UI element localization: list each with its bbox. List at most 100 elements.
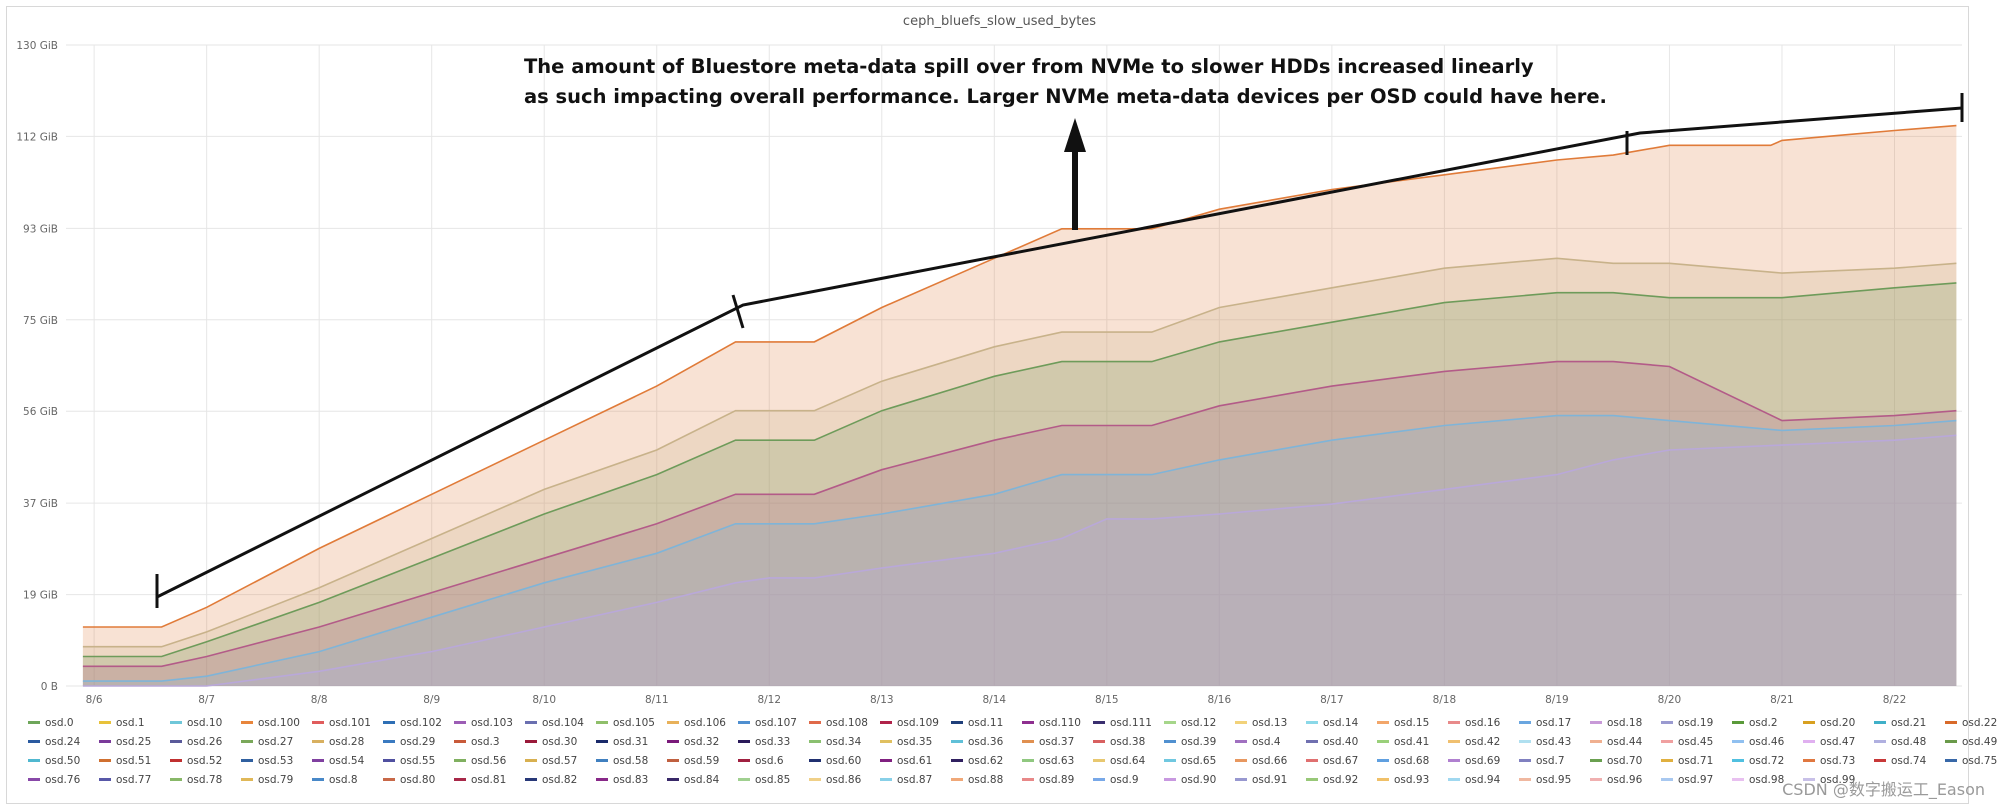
legend-item[interactable]: osd.0: [28, 716, 74, 730]
legend-item[interactable]: osd.15: [1377, 716, 1429, 730]
legend-item[interactable]: osd.77: [99, 773, 151, 787]
legend-item[interactable]: osd.2: [1732, 716, 1778, 730]
legend-item[interactable]: osd.104: [525, 716, 584, 730]
legend-item[interactable]: osd.76: [28, 773, 80, 787]
legend-item[interactable]: osd.96: [1590, 773, 1642, 787]
legend-item[interactable]: osd.49: [1945, 735, 1997, 749]
legend-item[interactable]: osd.63: [1022, 754, 1074, 768]
legend-item[interactable]: osd.48: [1874, 735, 1926, 749]
legend-item[interactable]: osd.86: [809, 773, 861, 787]
legend-item[interactable]: osd.1: [99, 716, 145, 730]
legend-item[interactable]: osd.101: [312, 716, 371, 730]
legend-item[interactable]: osd.45: [1661, 735, 1713, 749]
legend-item[interactable]: osd.75: [1945, 754, 1997, 768]
legend-item[interactable]: osd.8: [312, 773, 358, 787]
legend-item[interactable]: osd.85: [738, 773, 790, 787]
legend-item[interactable]: osd.109: [880, 716, 939, 730]
legend-item[interactable]: osd.12: [1164, 716, 1216, 730]
legend-item[interactable]: osd.59: [667, 754, 719, 768]
legend-item[interactable]: osd.69: [1448, 754, 1500, 768]
legend-item[interactable]: osd.90: [1164, 773, 1216, 787]
legend-item[interactable]: osd.13: [1235, 716, 1287, 730]
legend-item[interactable]: osd.91: [1235, 773, 1287, 787]
legend-item[interactable]: osd.43: [1519, 735, 1571, 749]
legend-item[interactable]: osd.88: [951, 773, 1003, 787]
legend-item[interactable]: osd.19: [1661, 716, 1713, 730]
legend-item[interactable]: osd.56: [454, 754, 506, 768]
legend-item[interactable]: osd.110: [1022, 716, 1081, 730]
legend-item[interactable]: osd.102: [383, 716, 442, 730]
legend-item[interactable]: osd.16: [1448, 716, 1500, 730]
legend-item[interactable]: osd.33: [738, 735, 790, 749]
legend-item[interactable]: osd.64: [1093, 754, 1145, 768]
legend-item[interactable]: osd.26: [170, 735, 222, 749]
legend-item[interactable]: osd.103: [454, 716, 513, 730]
legend-item[interactable]: osd.37: [1022, 735, 1074, 749]
legend-item[interactable]: osd.93: [1377, 773, 1429, 787]
legend-item[interactable]: osd.50: [28, 754, 80, 768]
legend-item[interactable]: osd.3: [454, 735, 500, 749]
legend-item[interactable]: osd.105: [596, 716, 655, 730]
legend-item[interactable]: osd.35: [880, 735, 932, 749]
legend-item[interactable]: osd.32: [667, 735, 719, 749]
legend-item[interactable]: osd.22: [1945, 716, 1997, 730]
legend-item[interactable]: osd.106: [667, 716, 726, 730]
legend-item[interactable]: osd.41: [1377, 735, 1429, 749]
legend-item[interactable]: osd.51: [99, 754, 151, 768]
legend-item[interactable]: osd.46: [1732, 735, 1784, 749]
legend-item[interactable]: osd.81: [454, 773, 506, 787]
legend-item[interactable]: osd.58: [596, 754, 648, 768]
legend-item[interactable]: osd.36: [951, 735, 1003, 749]
legend-item[interactable]: osd.73: [1803, 754, 1855, 768]
legend-item[interactable]: osd.60: [809, 754, 861, 768]
legend-item[interactable]: osd.95: [1519, 773, 1571, 787]
legend-item[interactable]: osd.94: [1448, 773, 1500, 787]
legend-item[interactable]: osd.21: [1874, 716, 1926, 730]
legend-item[interactable]: osd.11: [951, 716, 1003, 730]
legend-item[interactable]: osd.108: [809, 716, 868, 730]
legend-item[interactable]: osd.24: [28, 735, 80, 749]
legend-item[interactable]: osd.57: [525, 754, 577, 768]
legend-item[interactable]: osd.31: [596, 735, 648, 749]
legend-item[interactable]: osd.47: [1803, 735, 1855, 749]
legend-item[interactable]: osd.87: [880, 773, 932, 787]
legend-item[interactable]: osd.61: [880, 754, 932, 768]
legend-item[interactable]: osd.82: [525, 773, 577, 787]
legend-item[interactable]: osd.4: [1235, 735, 1281, 749]
legend-item[interactable]: osd.99: [1803, 773, 1855, 787]
legend-item[interactable]: osd.72: [1732, 754, 1784, 768]
legend-item[interactable]: osd.68: [1377, 754, 1429, 768]
legend-item[interactable]: osd.40: [1306, 735, 1358, 749]
legend-item[interactable]: osd.71: [1661, 754, 1713, 768]
legend-item[interactable]: osd.66: [1235, 754, 1287, 768]
legend-item[interactable]: osd.6: [738, 754, 784, 768]
legend-item[interactable]: osd.34: [809, 735, 861, 749]
legend-item[interactable]: osd.53: [241, 754, 293, 768]
legend-item[interactable]: osd.29: [383, 735, 435, 749]
legend-item[interactable]: osd.62: [951, 754, 1003, 768]
legend-item[interactable]: osd.92: [1306, 773, 1358, 787]
legend-item[interactable]: osd.10: [170, 716, 222, 730]
legend-item[interactable]: osd.80: [383, 773, 435, 787]
legend-item[interactable]: osd.42: [1448, 735, 1500, 749]
legend-item[interactable]: osd.18: [1590, 716, 1642, 730]
legend-item[interactable]: osd.89: [1022, 773, 1074, 787]
legend-item[interactable]: osd.74: [1874, 754, 1926, 768]
legend-item[interactable]: osd.44: [1590, 735, 1642, 749]
legend-item[interactable]: osd.78: [170, 773, 222, 787]
legend-item[interactable]: osd.39: [1164, 735, 1216, 749]
legend-item[interactable]: osd.25: [99, 735, 151, 749]
legend-item[interactable]: osd.55: [383, 754, 435, 768]
legend-item[interactable]: osd.97: [1661, 773, 1713, 787]
legend-item[interactable]: osd.79: [241, 773, 293, 787]
legend-item[interactable]: osd.111: [1093, 716, 1152, 730]
legend-item[interactable]: osd.84: [667, 773, 719, 787]
legend-item[interactable]: osd.83: [596, 773, 648, 787]
legend-item[interactable]: osd.38: [1093, 735, 1145, 749]
legend-item[interactable]: osd.52: [170, 754, 222, 768]
legend-item[interactable]: osd.20: [1803, 716, 1855, 730]
legend-item[interactable]: osd.28: [312, 735, 364, 749]
legend-item[interactable]: osd.27: [241, 735, 293, 749]
legend-item[interactable]: osd.67: [1306, 754, 1358, 768]
legend-item[interactable]: osd.30: [525, 735, 577, 749]
